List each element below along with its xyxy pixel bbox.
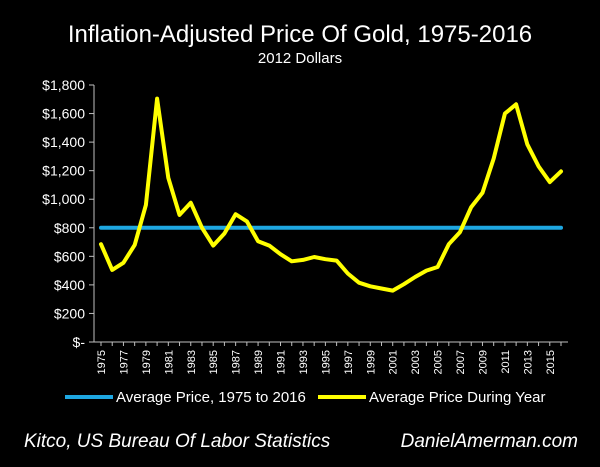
site-credit: DanielAmerman.com (401, 431, 578, 452)
x-tick-label: 2003 (410, 350, 422, 374)
x-tick-label: 1985 (208, 350, 220, 374)
y-tick-label: $400 (54, 277, 85, 293)
series-line-yearly (99, 96, 563, 293)
x-tick-label: 1989 (253, 350, 265, 374)
y-tick-label: $1,400 (42, 134, 85, 150)
x-tick-label: 1977 (118, 350, 130, 374)
x-tick-label: 2013 (522, 350, 534, 374)
y-tick-label: $600 (54, 248, 85, 264)
x-tick-label: 1999 (365, 350, 377, 374)
chart-subtitle: 2012 Dollars (258, 50, 342, 67)
y-tick-label: $1,000 (42, 191, 85, 207)
x-tick-label: 1987 (231, 350, 243, 374)
x-tick-label: 2001 (388, 350, 400, 374)
y-axis-ticks: $- $200 $400 $600 $800 $1,000 $1,200 $1,400 $1,6… (42, 77, 94, 350)
x-tick-label: 2015 (545, 350, 557, 374)
y-tick-label: $800 (54, 220, 85, 236)
x-tick-label: 1991 (276, 350, 288, 374)
x-tick-label: 1993 (298, 350, 310, 374)
x-tick-label: 1975 (96, 350, 108, 374)
y-tick-label: $1,600 (42, 106, 85, 122)
x-tick-label: 2009 (477, 350, 489, 374)
x-tick-label: 2011 (500, 350, 512, 374)
legend-label-yearly: Average Price During Year (369, 389, 546, 406)
y-tick-label: $200 (54, 305, 85, 321)
y-tick-label: $1,200 (42, 163, 85, 179)
x-tick-label: 2005 (433, 350, 445, 374)
x-tick-label: 1981 (163, 350, 175, 374)
legend: Average Price, 1975 to 2016 Average Pric… (65, 389, 546, 406)
chart-title: Inflation-Adjusted Price Of Gold, 1975-2… (68, 21, 532, 48)
legend-label-average: Average Price, 1975 to 2016 (116, 389, 306, 406)
x-tick-label: 1979 (141, 350, 153, 374)
x-tick-label: 1983 (186, 350, 198, 374)
y-tick-label: $- (73, 334, 86, 350)
x-tick-label: 1995 (320, 350, 332, 374)
series-layer (99, 96, 563, 293)
y-tick-label: $1,800 (42, 77, 85, 93)
x-axis-ticks: 1975 1977 1979 1981 1983 1985 1987 1989 1991 1993… (96, 342, 562, 374)
source-credit: Kitco, US Bureau Of Labor Statistics (24, 431, 331, 452)
x-tick-label: 1997 (343, 350, 355, 374)
x-tick-label: 2007 (455, 350, 467, 374)
